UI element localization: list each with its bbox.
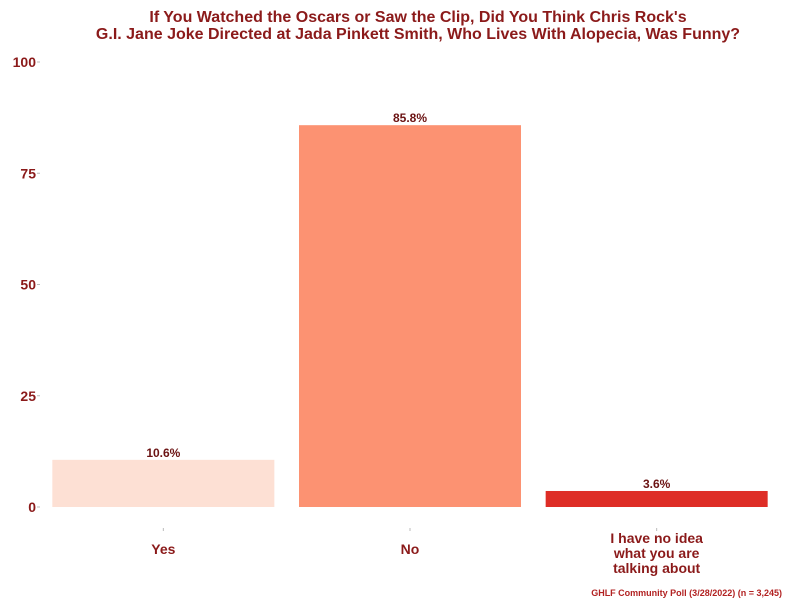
bar	[52, 459, 275, 507]
y-tick-label: 25	[20, 388, 36, 404]
y-tick-label: 0	[28, 499, 36, 515]
x-tick-label-line: Yes	[151, 541, 175, 557]
chart-caption: GHLF Community Poll (3/28/2022) (n = 3,2…	[591, 588, 782, 598]
x-tick-label: No	[401, 541, 420, 557]
y-axis: 0 25 50 75 100	[13, 54, 40, 515]
x-tick-label: I have no idea what you are talking about	[610, 530, 703, 576]
x-tick-label: Yes	[151, 541, 175, 557]
y-tick-label: 100	[13, 54, 37, 70]
bars: 10.6% 85.8% 3.6%	[52, 111, 768, 507]
chart-title: If You Watched the Oscars or Saw the Cli…	[96, 9, 740, 43]
x-tick-label-line: I have no idea	[610, 530, 703, 546]
chart-title-line: If You Watched the Oscars or Saw the Cli…	[149, 9, 686, 26]
x-axis: Yes No I have no idea what you are talking a…	[151, 528, 703, 576]
data-label: 85.8%	[393, 111, 427, 125]
bar	[299, 125, 521, 507]
data-label: 10.6%	[146, 446, 180, 460]
x-tick-label-line: No	[401, 541, 420, 557]
y-tick-label: 50	[20, 277, 36, 293]
y-tick-label: 75	[20, 165, 36, 181]
x-tick-label-line: talking about	[613, 560, 700, 576]
chart-title-line: G.I. Jane Joke Directed at Jada Pinkett …	[96, 26, 740, 43]
bar	[545, 490, 768, 507]
x-tick-label-line: what you are	[613, 545, 700, 561]
data-label: 3.6%	[643, 477, 671, 491]
